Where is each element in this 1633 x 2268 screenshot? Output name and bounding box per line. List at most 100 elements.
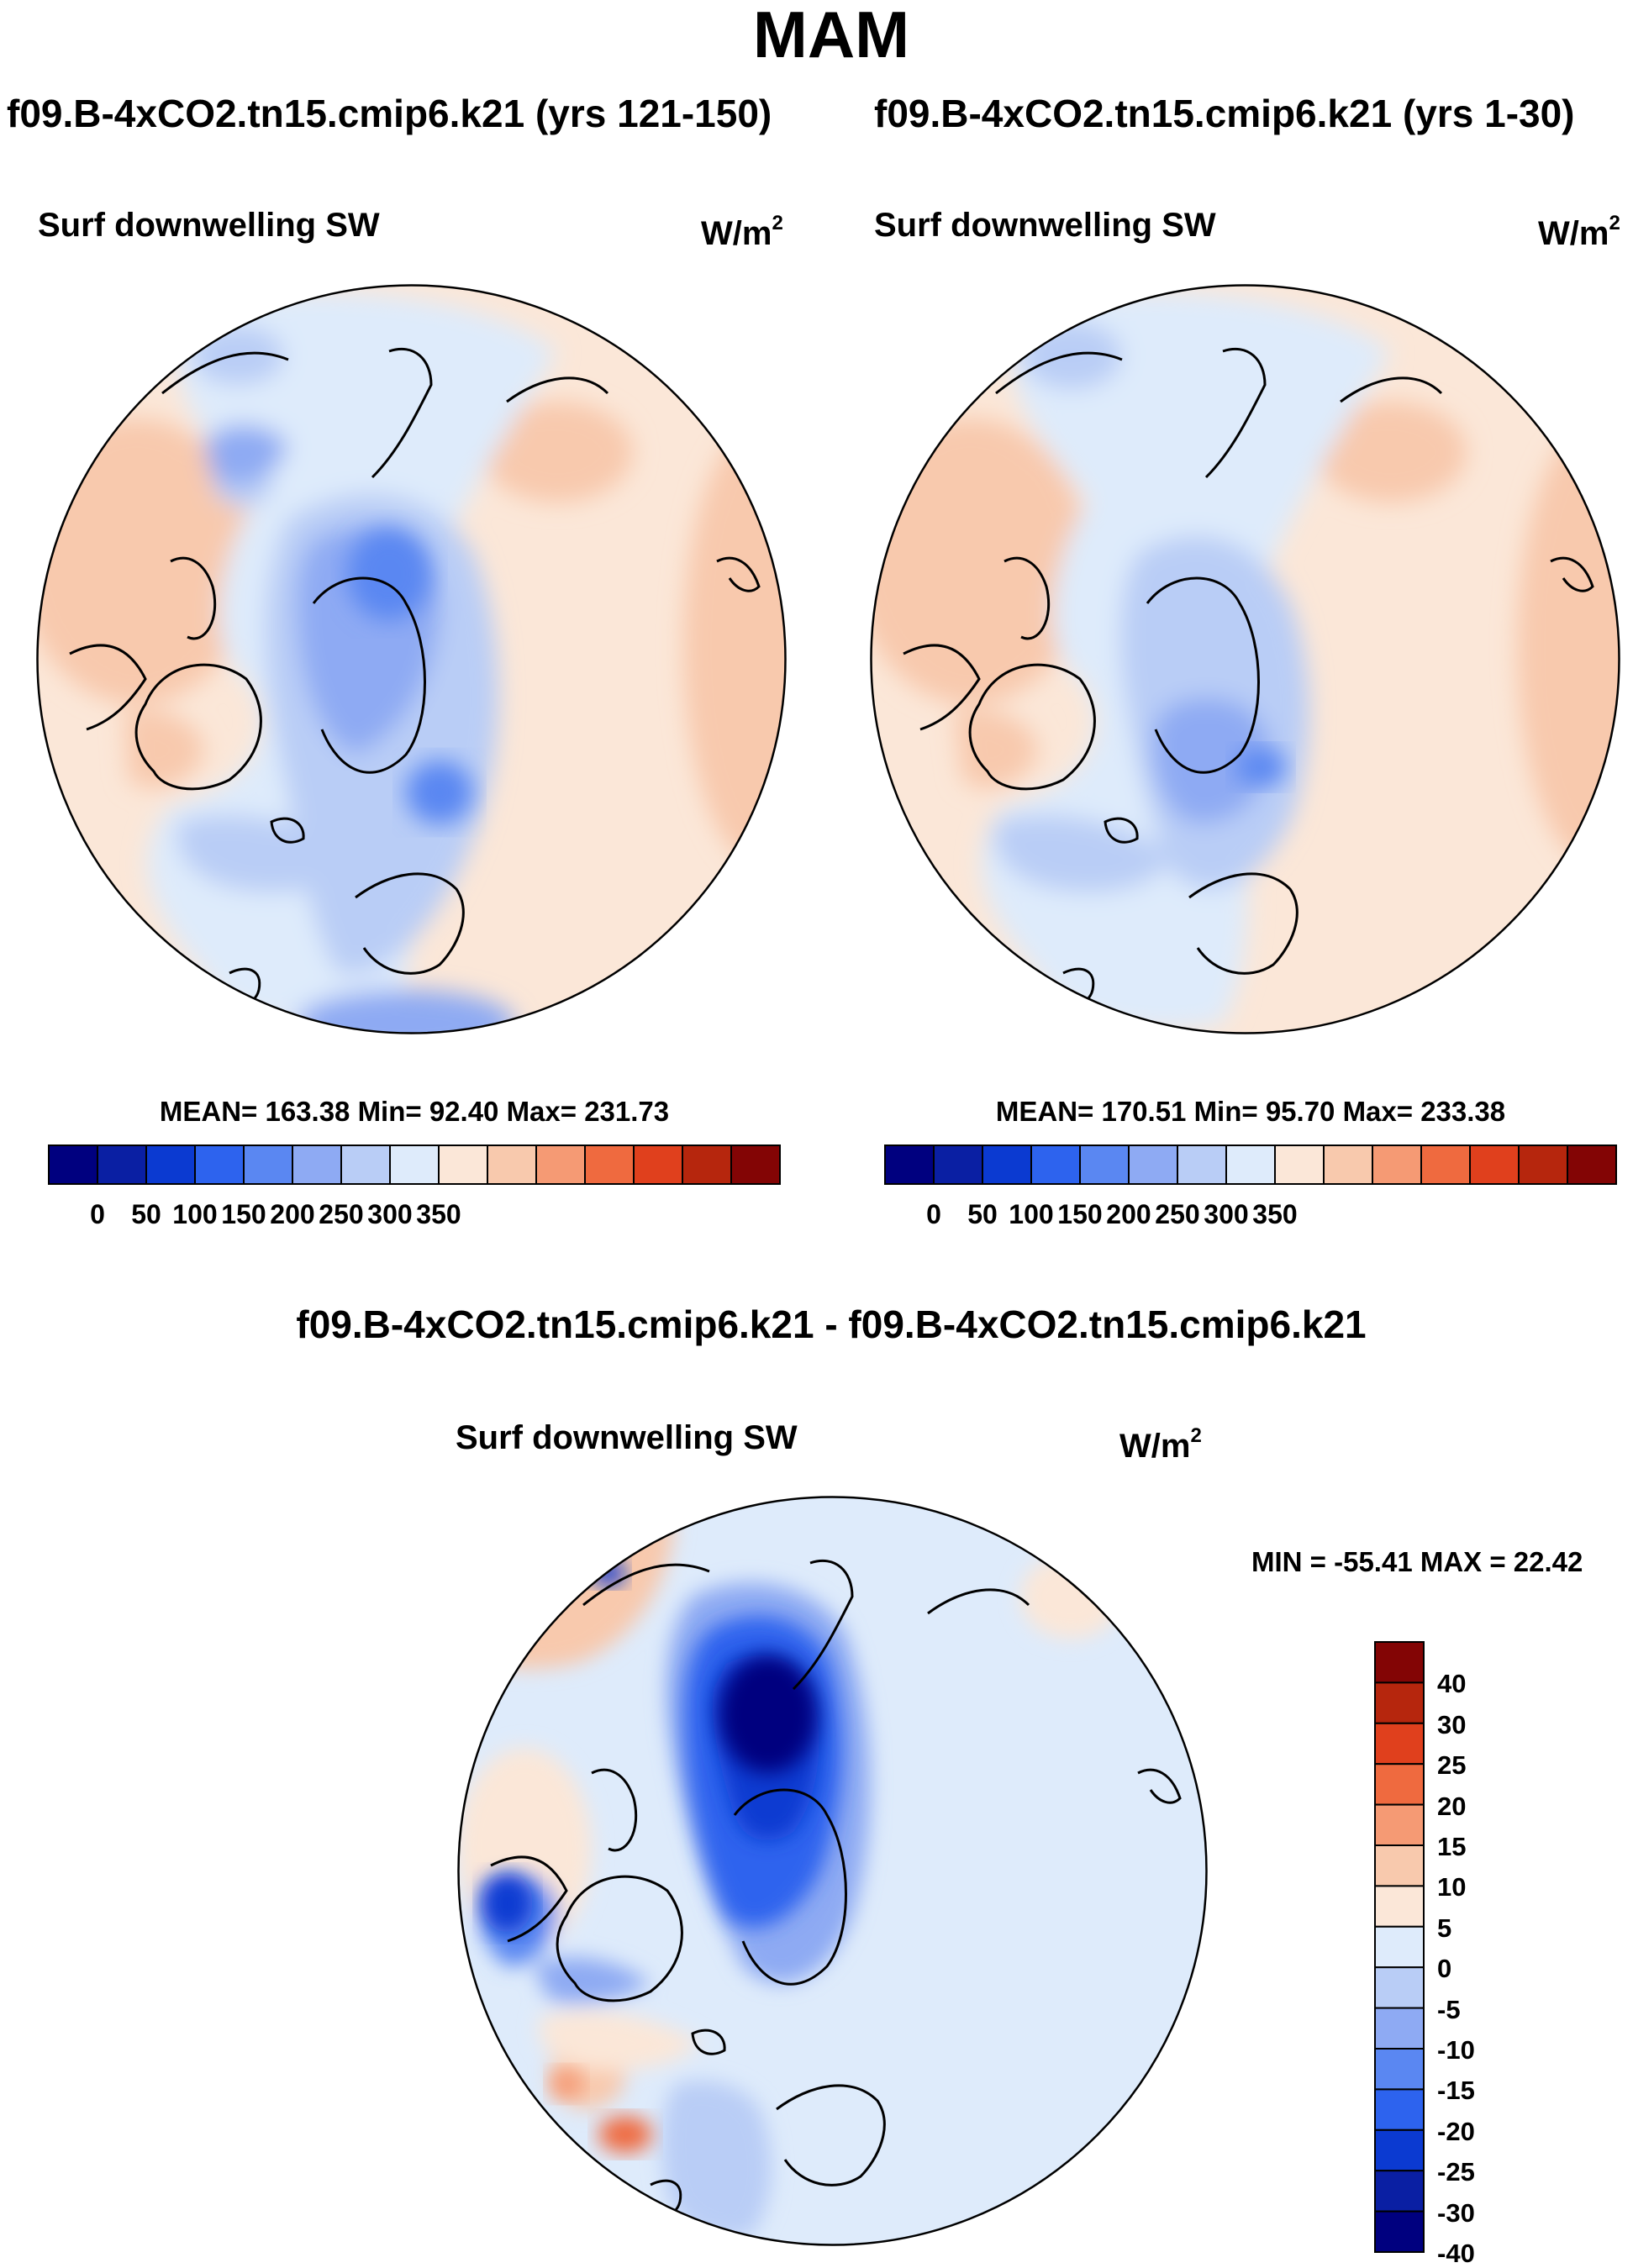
diff-colorbar-box (1374, 2210, 1425, 2253)
left-colorbar-tick-label: 150 (221, 1199, 266, 1229)
right-colorbar (884, 1145, 1617, 1185)
diff-colorbar-tick-label: -20 (1437, 2116, 1475, 2146)
diff-field-minimum (482, 1874, 533, 1933)
right-colorbar-box (884, 1145, 935, 1185)
left-colorbar-box (487, 1145, 537, 1185)
left-coast-east-asia (371, 347, 433, 479)
right-map-boundary (870, 284, 1620, 1034)
right-colorbar-box (1225, 1145, 1276, 1185)
right-colorbar-box (1518, 1145, 1568, 1185)
right-coast-east-asia (1204, 347, 1267, 479)
diff-coast-alaska (490, 1855, 568, 1943)
diff-field-patch (661, 2081, 772, 2238)
right-coast-alaska (903, 644, 981, 731)
left-coast-kamchatka (506, 376, 609, 403)
left-colorbar-box (682, 1145, 732, 1185)
left-colorbar-box (438, 1145, 488, 1185)
diff-colorbar-box (1374, 1844, 1425, 1887)
left-colorbar-box (584, 1145, 635, 1185)
diff-colorbar-box (1374, 2088, 1425, 2131)
right-case-title: f09.B-4xCO2.tn15.cmip6.k21 (yrs 1-30) (874, 92, 1575, 135)
left-field-patch (124, 710, 204, 788)
diff-colorbar-tick-label: 15 (1437, 1832, 1467, 1861)
left-colorbar-box (97, 1145, 147, 1185)
diff-colorbar-box (1374, 2048, 1425, 2091)
diff-field-maximum (598, 2116, 652, 2153)
left-colorbar-box (340, 1145, 391, 1185)
right-field-minimum (1235, 749, 1286, 786)
left-units: W/m2 (701, 212, 783, 252)
diff-field-core-minimum (719, 1655, 817, 1773)
diff-colorbar-tick-label: 40 (1437, 1669, 1467, 1699)
diff-colorbar-tick-label: 5 (1437, 1913, 1452, 1943)
left-case-title: f09.B-4xCO2.tn15.cmip6.k21 (yrs 121-150) (7, 92, 772, 135)
diff-coast-iceland (691, 2029, 726, 2055)
diff-coast-east-asia (792, 1559, 854, 1691)
diff-colorbar-box (1374, 2129, 1425, 2172)
diff-colorbar-box (1374, 1722, 1425, 1765)
right-colorbar-tick-label: 100 (1009, 1199, 1054, 1229)
left-map-boundary (36, 284, 787, 1034)
right-colorbar-box (1469, 1145, 1520, 1185)
diff-coast-siberia (733, 1788, 847, 1986)
left-colorbar-tick-label: 50 (131, 1199, 161, 1229)
left-colorbar-box (633, 1145, 683, 1185)
right-colorbar-box (1323, 1145, 1373, 1185)
diff-field-maximum (550, 2069, 583, 2099)
left-coast-alaska (69, 644, 147, 731)
right-field-patch (1517, 427, 1620, 864)
diff-coast-kamchatka (927, 1588, 1030, 1615)
right-colorbar-tick-label: 150 (1057, 1199, 1103, 1229)
left-variable-title: Surf downwelling SW (38, 207, 380, 244)
right-colorbar-box (1079, 1145, 1130, 1185)
diff-colorbar-tick-label: -30 (1437, 2197, 1475, 2228)
right-colorbar-box (1567, 1145, 1617, 1185)
diff-colorbar-tick-label: 10 (1437, 1872, 1467, 1902)
left-coast-archipelago (170, 556, 217, 640)
right-coast-siberia (1146, 576, 1260, 774)
left-colorbar-tick-label: 300 (367, 1199, 413, 1229)
diff-colorbar-box (1374, 1803, 1425, 1847)
diff-colorbar-box (1374, 1885, 1425, 1928)
left-coast-greenland (134, 663, 262, 791)
diff-polar-map (457, 1496, 1208, 2246)
right-colorbar-tick-label: 250 (1155, 1199, 1200, 1229)
right-coast-iceland (1104, 817, 1139, 844)
left-colorbar-box (389, 1145, 440, 1185)
left-coastlines (69, 347, 761, 1003)
diff-coastlines (490, 1559, 1182, 2215)
right-colorbar-box (1372, 1145, 1422, 1185)
left-polar-map (36, 284, 787, 1034)
left-coast-iceland (270, 817, 305, 844)
left-coast-siberia (312, 576, 426, 774)
diff-colorbar-tick-label: -10 (1437, 2035, 1475, 2065)
diff-colorbar-box (1374, 1763, 1425, 1806)
diff-colorbar-box (1374, 2170, 1425, 2213)
right-variable-title: Surf downwelling SW (874, 207, 1216, 244)
left-coast-alaska-aleutians (716, 556, 761, 592)
right-colorbar-box (1030, 1145, 1081, 1185)
right-coast-aleutians (1550, 556, 1594, 592)
right-coast-scandinavia (1188, 872, 1298, 975)
diff-colorbar-box (1374, 1966, 1425, 2009)
figure-title: MAM (752, 0, 910, 71)
diff-title: f09.B-4xCO2.tn15.cmip6.k21 - f09.B-4xCO2… (296, 1302, 1367, 1346)
right-stats: MEAN= 170.51 Min= 95.70 Max= 233.38 (995, 1096, 1506, 1127)
left-field-minimum (406, 760, 473, 824)
left-colorbar-tick-label: 200 (270, 1199, 315, 1229)
left-coast-hudson (161, 351, 289, 395)
right-field-patch (954, 710, 1038, 788)
diff-field-patch (533, 1957, 651, 2003)
right-colorbar-box (1177, 1145, 1227, 1185)
diff-field-patch (1020, 1555, 1121, 1639)
left-field-patch (204, 424, 288, 484)
left-colorbar-box (48, 1145, 98, 1185)
right-colorbar-tick-label: 0 (926, 1199, 941, 1229)
right-coastlines (903, 347, 1594, 1003)
diff-colorbar-box (1374, 1925, 1425, 1969)
diff-colorbar-tick-label: -40 (1437, 2239, 1475, 2268)
right-field-patch (1315, 402, 1467, 503)
diff-coast-archipelago (591, 1768, 638, 1852)
diff-colorbar-tick-label: -25 (1437, 2157, 1475, 2187)
diff-colorbar (1374, 1641, 1425, 2253)
